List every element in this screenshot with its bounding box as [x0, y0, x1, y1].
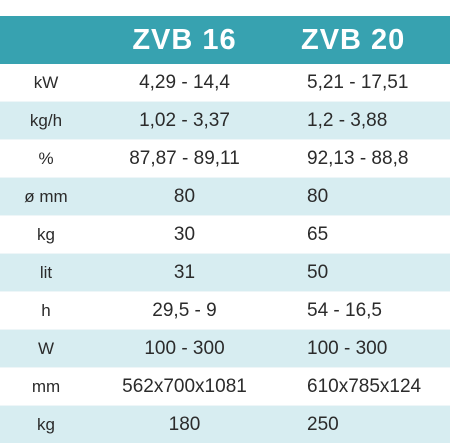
model-name: ZVB 16 — [92, 16, 277, 64]
unit-cell: W — [0, 330, 92, 368]
value-cell: 180 — [92, 406, 277, 443]
value-cell: 562x700x1081 — [92, 368, 277, 406]
value-cell: 4,29 - 14,4 — [92, 64, 277, 102]
table-row: mm 562x700x1081 610x785x124 — [0, 368, 450, 406]
unit-cell: mm — [0, 368, 92, 406]
unit-cell: lit — [0, 254, 92, 292]
value-cell: 5,21 - 17,51 — [277, 64, 450, 102]
value-cell: 29,5 - 9 — [92, 292, 277, 330]
value-cell: 100 - 300 — [277, 330, 450, 368]
value-cell: 54 - 16,5 — [277, 292, 450, 330]
unit-cell: ø mm — [0, 178, 92, 216]
table-row: h 29,5 - 9 54 - 16,5 — [0, 292, 450, 330]
value-cell: 1,02 - 3,37 — [92, 102, 277, 140]
table-row: lit 31 50 — [0, 254, 450, 292]
unit-cell: kW — [0, 64, 92, 102]
value-cell: 65 — [277, 216, 450, 254]
value-cell: 87,87 - 89,11 — [92, 140, 277, 178]
model-name: ZVB 20 — [277, 16, 450, 64]
unit-cell: kg/h — [0, 102, 92, 140]
value-cell: 31 — [92, 254, 277, 292]
value-cell: 30 — [92, 216, 277, 254]
table-row: kW 4,29 - 14,4 5,21 - 17,51 — [0, 64, 450, 102]
header-row: ZVB 16 ZVB 20 — [0, 0, 450, 64]
table-row: kg 30 65 — [0, 216, 450, 254]
table-row: % 87,87 - 89,11 92,13 - 88,8 — [0, 140, 450, 178]
value-cell: 1,2 - 3,88 — [277, 102, 450, 140]
value-cell: 250 — [277, 406, 450, 443]
value-cell: 50 — [277, 254, 450, 292]
table-row: kg 180 250 — [0, 406, 450, 443]
unit-cell: % — [0, 140, 92, 178]
header-unit-cell — [0, 0, 92, 64]
header-model-cell: ZVB 16 — [92, 0, 277, 64]
header-model-cell: ZVB 20 — [277, 0, 450, 64]
value-cell: 92,13 - 88,8 — [277, 140, 450, 178]
table-row: W 100 - 300 100 - 300 — [0, 330, 450, 368]
table-row: ø mm 80 80 — [0, 178, 450, 216]
unit-cell: kg — [0, 406, 92, 443]
unit-cell: h — [0, 292, 92, 330]
value-cell: 80 — [277, 178, 450, 216]
value-cell: 610x785x124 — [277, 368, 450, 406]
unit-cell: kg — [0, 216, 92, 254]
table-row: kg/h 1,02 - 3,37 1,2 - 3,88 — [0, 102, 450, 140]
value-cell: 80 — [92, 178, 277, 216]
value-cell: 100 - 300 — [92, 330, 277, 368]
